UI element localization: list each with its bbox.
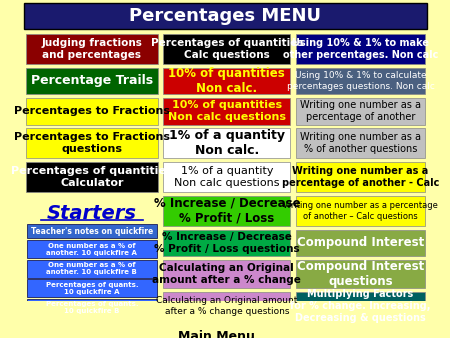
Text: Using 10% & 1% to make
other percentages. Non calc: Using 10% & 1% to make other percentages… [283,38,438,60]
FancyBboxPatch shape [26,162,158,192]
FancyBboxPatch shape [163,128,290,159]
Text: Main Menu: Main Menu [178,330,255,338]
Text: 1% of a quantity
Non calc.: 1% of a quantity Non calc. [169,129,285,157]
Text: Percentages MENU: Percentages MENU [130,7,321,25]
FancyBboxPatch shape [163,230,290,256]
Text: Calculating an Original amount
after a % change questions: Calculating an Original amount after a %… [156,296,297,316]
Text: Compound Interest
questions: Compound Interest questions [297,260,424,288]
Text: Writing one number as a
percentage of another - Calc: Writing one number as a percentage of an… [282,166,439,188]
FancyBboxPatch shape [296,292,425,320]
Text: % Increase / Decrease
% Profit / Loss questions: % Increase / Decrease % Profit / Loss qu… [154,232,300,254]
FancyBboxPatch shape [163,260,290,288]
Text: One number as a % of
another. 10 quickfire B: One number as a % of another. 10 quickfi… [46,262,137,275]
FancyBboxPatch shape [296,68,425,94]
Text: Using 10% & 1% to calculate
percentages questions. Non calc: Using 10% & 1% to calculate percentages … [287,71,434,91]
Text: Judging fractions
and percentages: Judging fractions and percentages [41,38,142,60]
FancyBboxPatch shape [163,34,290,64]
Text: Writing one number as a
% of another questions: Writing one number as a % of another que… [300,132,421,154]
FancyBboxPatch shape [163,292,290,320]
FancyBboxPatch shape [296,34,425,64]
Text: % Increase / Decrease
% Profit / Loss: % Increase / Decrease % Profit / Loss [153,197,300,225]
FancyBboxPatch shape [296,128,425,159]
FancyBboxPatch shape [296,196,425,226]
Text: Writing one number as a percentage
of another – Calc questions: Writing one number as a percentage of an… [283,201,438,221]
Text: One number as a % of
another. 10 quickfire A: One number as a % of another. 10 quickfi… [46,243,137,256]
FancyBboxPatch shape [296,260,425,288]
FancyBboxPatch shape [296,98,425,124]
FancyBboxPatch shape [26,128,158,159]
Text: Teacher's notes on quickfire: Teacher's notes on quickfire [31,227,153,236]
Text: Percentages of quants.
10 quickfire B: Percentages of quants. 10 quickfire B [45,301,138,314]
Text: Percentages to Fractions: Percentages to Fractions [14,106,170,116]
FancyBboxPatch shape [24,3,427,29]
FancyBboxPatch shape [27,260,157,277]
FancyBboxPatch shape [162,327,271,338]
FancyBboxPatch shape [163,68,290,94]
Text: 1% of a quantity
Non calc questions: 1% of a quantity Non calc questions [174,166,279,188]
Text: Percentages of quantities
Calc questions: Percentages of quantities Calc questions [151,38,303,60]
FancyBboxPatch shape [163,162,290,192]
Text: Percentages to Fractions
questions: Percentages to Fractions questions [14,132,170,154]
Text: 10% of quantities
Non calc.: 10% of quantities Non calc. [168,67,285,95]
FancyBboxPatch shape [296,230,425,256]
Text: Calculating an Original
amount after a % change: Calculating an Original amount after a %… [153,263,301,285]
FancyBboxPatch shape [27,224,157,238]
Text: Starters: Starters [47,204,137,223]
Text: Multiplying Factors
for % change. Increasing,
Decreasing & questions: Multiplying Factors for % change. Increa… [290,289,431,323]
FancyBboxPatch shape [27,299,157,317]
FancyBboxPatch shape [26,98,158,124]
FancyBboxPatch shape [163,196,290,226]
FancyBboxPatch shape [296,162,425,192]
Text: 10% of quantities
Non calc questions: 10% of quantities Non calc questions [168,100,286,122]
Text: Writing one number as a
percentage of another: Writing one number as a percentage of an… [300,100,421,122]
Text: Percentage Trails: Percentage Trails [31,74,153,88]
Text: Percentages of quants.
10 quickfire A: Percentages of quants. 10 quickfire A [45,282,138,295]
FancyBboxPatch shape [163,98,290,124]
FancyBboxPatch shape [27,279,157,297]
FancyBboxPatch shape [27,240,157,258]
Text: Compound Interest: Compound Interest [297,236,424,249]
FancyBboxPatch shape [26,34,158,64]
Text: Percentages of quantities
Calculator: Percentages of quantities Calculator [11,166,173,188]
FancyBboxPatch shape [26,68,158,94]
